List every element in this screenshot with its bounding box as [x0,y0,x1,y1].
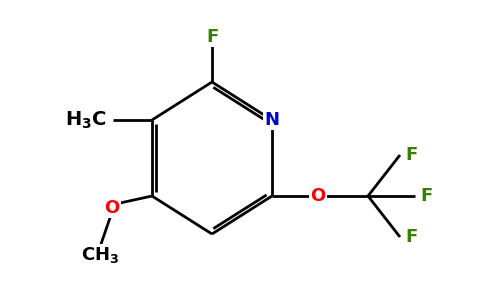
Text: F: F [420,187,432,205]
Text: H: H [88,111,103,129]
Text: $\mathregular{H_3C}$: $\mathregular{H_3C}$ [65,109,107,131]
Text: $\mathregular{CH_3}$: $\mathregular{CH_3}$ [81,245,119,265]
Text: F: F [206,28,218,46]
Text: F: F [405,146,417,164]
Text: F: F [405,228,417,246]
Text: O: O [105,199,120,217]
Text: N: N [264,111,279,129]
Text: O: O [310,187,326,205]
Text: H: H [88,111,103,129]
